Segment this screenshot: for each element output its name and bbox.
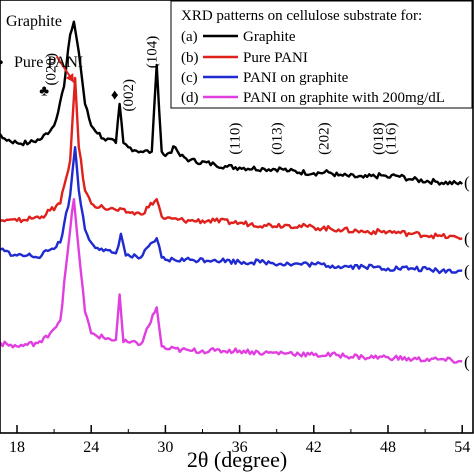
annotation-layer: (1-10)(110)(020)(200)(002)(104)(110)(013… (39, 36, 470, 372)
marker-legend-symbol-graphite: ♦ (0, 13, 1, 28)
x-tick-label: 54 (454, 439, 470, 456)
legend-key-d: (d) (181, 90, 199, 106)
hkl-label: (104) (145, 36, 161, 69)
hkl-label: (110) (228, 123, 244, 155)
hkl-label: (020) (43, 53, 59, 86)
x-tick-label: 18 (9, 439, 25, 456)
x-tick-label: 48 (380, 439, 396, 456)
x-tick-label: 30 (157, 439, 173, 456)
legend-key-b: (b) (181, 50, 199, 66)
series-legend: XRD patterns on cellulose substrate for:… (170, 0, 473, 109)
legend-label-c: PANI on graphite (243, 70, 349, 86)
curve-end-label: ( (464, 353, 470, 372)
hkl-label: (116) (383, 123, 399, 155)
x-tick-label: 42 (306, 439, 322, 456)
hkl-label: (002) (121, 79, 137, 112)
curve-end-label: ( (464, 173, 470, 192)
series-layer (0, 20, 464, 364)
x-tick-label: 24 (83, 439, 99, 456)
series-line-d (0, 198, 463, 364)
x-axis-label: 2θ (degree) (187, 447, 287, 472)
legend-title: XRD patterns on cellulose substrate for: (181, 8, 422, 24)
marker-legend-label-pani: Pure PANI (14, 54, 83, 71)
legend-key-a: (a) (181, 29, 198, 45)
marker-legend-label-graphite: Graphite (6, 13, 62, 30)
curve-end-label: ( (464, 229, 470, 248)
peak-marker: ♣ (39, 83, 49, 99)
annotation-arrow-head (65, 73, 74, 83)
marker-legend: ♦ Graphite ♣ Pure PANI (0, 13, 83, 71)
legend-box (170, 0, 473, 109)
x-axis-ticks: 18 24 30 36 42 48 54 (9, 425, 470, 456)
plot-frame (0, 0, 474, 434)
series-line-b (0, 76, 463, 241)
legend-label-d: PANI on graphite with 200mg/dL (243, 90, 445, 106)
x-tick-label: 36 (232, 439, 248, 456)
peak-marker: ♦ (111, 88, 119, 104)
hkl-label: (013) (270, 122, 286, 155)
hkl-label: (018) (371, 122, 387, 155)
legend-label-b: Pure PANI (243, 50, 308, 66)
series-line-a (0, 20, 464, 186)
series-line-c (0, 146, 463, 275)
legend-key-c: (c) (181, 70, 198, 86)
curve-end-label: ( (464, 262, 470, 281)
hkl-label: (202) (317, 122, 333, 155)
marker-legend-symbol-pani: ♣ (0, 55, 3, 70)
legend-label-a: Graphite (243, 29, 296, 45)
